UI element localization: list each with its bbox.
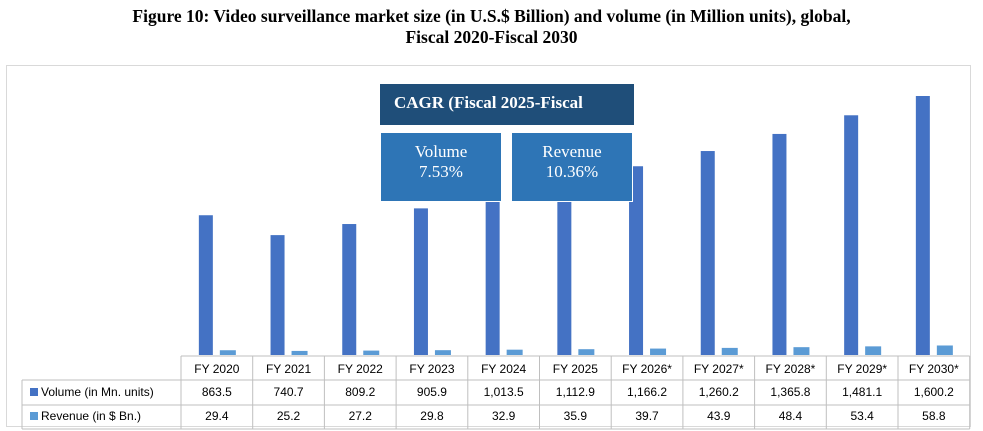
cagr-revenue-box: Revenue 10.36% <box>511 132 633 202</box>
data-label: 29.8 <box>420 409 444 423</box>
chart-frame <box>6 65 971 427</box>
data-label: 39.7 <box>635 409 659 423</box>
data-label: 1,112.9 <box>556 385 595 399</box>
data-label: 1,481.1 <box>842 385 882 399</box>
data-label: 48.4 <box>779 409 803 423</box>
revenue-bar <box>506 349 523 355</box>
x-tick-label: FY 2024 <box>481 362 526 376</box>
cagr-revenue-label: Revenue <box>542 142 602 161</box>
revenue-bar <box>363 350 380 355</box>
x-tick-label: FY 2030* <box>909 362 959 376</box>
volume-bar <box>557 174 572 355</box>
revenue-bar <box>219 350 236 355</box>
data-label: 35.9 <box>564 409 588 423</box>
data-label: 43.9 <box>707 409 731 423</box>
cagr-volume-label: Volume <box>414 142 468 161</box>
chart-title: Figure 10: Video surveillance market siz… <box>0 6 983 48</box>
data-label: 1,365.8 <box>770 385 810 399</box>
x-tick-label: FY 2028* <box>766 362 816 376</box>
x-tick-label: FY 2020 <box>194 362 239 376</box>
revenue-bar <box>936 345 953 355</box>
x-tick-label: FY 2022 <box>338 362 383 376</box>
data-label: 58.8 <box>922 409 946 423</box>
volume-bar <box>629 166 644 355</box>
data-label: 809.2 <box>345 385 375 399</box>
data-label: 1,166.2 <box>627 385 667 399</box>
data-label: 905.9 <box>417 385 447 399</box>
data-label: 1,600.2 <box>914 385 954 399</box>
data-label: 1,013.5 <box>484 385 524 399</box>
chart-title-line1: Figure 10: Video surveillance market siz… <box>132 6 851 26</box>
cagr-volume-box: Volume 7.53% <box>380 132 502 202</box>
data-label: 1,260.2 <box>699 385 739 399</box>
volume-bar <box>844 115 859 355</box>
x-tick-label: FY 2021 <box>266 362 311 376</box>
volume-bar <box>270 235 285 355</box>
data-label: 863.5 <box>202 385 232 399</box>
x-tick-label: FY 2023 <box>409 362 454 376</box>
revenue-bar <box>434 350 451 355</box>
revenue-bar <box>578 349 595 355</box>
x-tick-label: FY 2026* <box>622 362 672 376</box>
x-tick-label: FY 2027* <box>694 362 744 376</box>
x-tick-label: FY 2029* <box>837 362 887 376</box>
data-label: 27.2 <box>349 409 373 423</box>
x-tick-label: FY 2025 <box>553 362 598 376</box>
legend-key <box>30 388 38 396</box>
revenue-bar <box>650 348 667 355</box>
legend-label: Volume (in Mn. units) <box>41 385 154 399</box>
volume-bar <box>700 151 715 355</box>
revenue-bar <box>291 350 308 355</box>
data-label: 32.9 <box>492 409 516 423</box>
cagr-title: CAGR (Fiscal 2025-Fiscal <box>380 84 634 125</box>
data-label: 53.4 <box>850 409 874 423</box>
chart-title-line2: Fiscal 2020-Fiscal 2030 <box>405 27 578 47</box>
legend-key <box>30 412 38 420</box>
revenue-bar <box>793 347 810 355</box>
volume-bar <box>772 133 787 355</box>
data-label: 25.2 <box>277 409 301 423</box>
cagr-revenue-value: 10.36% <box>545 162 599 181</box>
data-label: 29.4 <box>205 409 229 423</box>
volume-bar <box>485 190 500 355</box>
volume-bar <box>413 208 428 355</box>
revenue-bar <box>865 346 882 355</box>
volume-bar <box>198 215 213 355</box>
cagr-volume-value: 7.53% <box>419 162 463 181</box>
revenue-bar <box>721 347 738 355</box>
volume-bar <box>342 224 357 355</box>
data-label: 740.7 <box>274 385 304 399</box>
legend-label: Revenue (in $ Bn.) <box>41 409 141 423</box>
volume-bar <box>915 96 930 355</box>
